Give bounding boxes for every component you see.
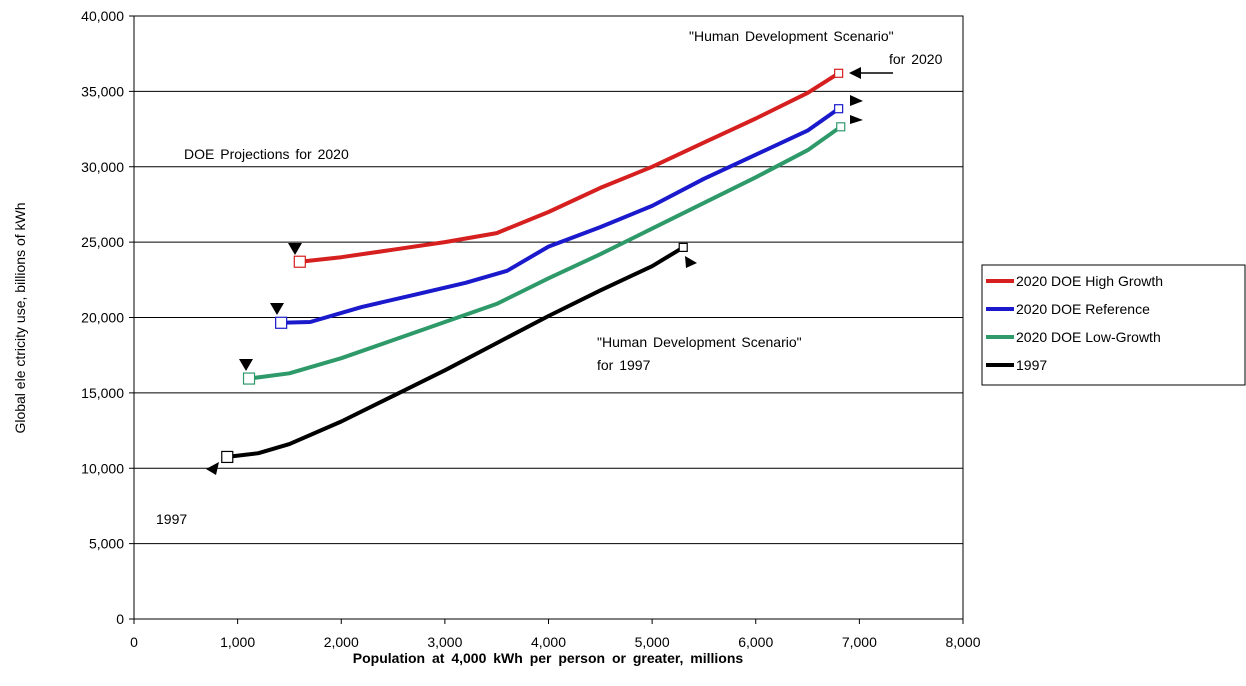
start-marker-0 [294, 256, 305, 267]
end-marker-3 [679, 243, 687, 251]
start-marker-1 [276, 317, 287, 328]
legend-label-1: 2020 DOE Reference [1016, 301, 1150, 317]
y-tick-label: 5,000 [89, 536, 124, 552]
annotation-hds-1997-line1: "Human Development Scenario" [597, 334, 802, 350]
y-tick-label: 35,000 [81, 83, 124, 99]
x-axis-title: Population at 4,000 kWh per person or gr… [353, 650, 744, 666]
y-tick-label: 0 [116, 611, 124, 627]
y-tick-label: 25,000 [81, 234, 124, 250]
x-tick-label: 0 [130, 634, 138, 650]
annotation-hds-1997-line2: for 1997 [597, 357, 651, 373]
x-tick-label: 7,000 [842, 634, 877, 650]
y-axis-title: Global ele ctricity use, billions of kWh [12, 202, 28, 433]
x-tick-label: 4,000 [531, 634, 566, 650]
x-tick-label: 5,000 [635, 634, 670, 650]
y-tick-label: 15,000 [81, 385, 124, 401]
y-tick-label: 30,000 [81, 159, 124, 175]
x-tick-label: 3,000 [427, 634, 462, 650]
annotation-1997: 1997 [156, 511, 187, 527]
x-tick-label: 2,000 [324, 634, 359, 650]
y-tick-label: 20,000 [81, 310, 124, 326]
start-marker-2 [244, 373, 255, 384]
x-tick-label: 8,000 [945, 634, 980, 650]
annotation-hds-2020-line1: "Human Development Scenario" [689, 28, 894, 44]
legend-label-0: 2020 DOE High Growth [1016, 273, 1163, 289]
x-tick-label: 1,000 [220, 634, 255, 650]
annotation-doe-2020: DOE Projections for 2020 [184, 146, 349, 162]
legend-label-3: 1997 [1016, 357, 1047, 373]
end-marker-0 [835, 69, 843, 77]
legend-label-2: 2020 DOE Low-Growth [1016, 329, 1161, 345]
end-marker-1 [835, 105, 843, 113]
annotation-hds-2020-line2: for 2020 [889, 51, 943, 67]
legend: 2020 DOE High Growth 2020 DOE Reference 20… [982, 265, 1245, 385]
end-marker-2 [837, 123, 845, 131]
x-tick-label: 6,000 [738, 634, 773, 650]
y-tick-label: 40,000 [81, 8, 124, 24]
start-marker-3 [222, 451, 233, 462]
y-tick-label: 10,000 [81, 460, 124, 476]
